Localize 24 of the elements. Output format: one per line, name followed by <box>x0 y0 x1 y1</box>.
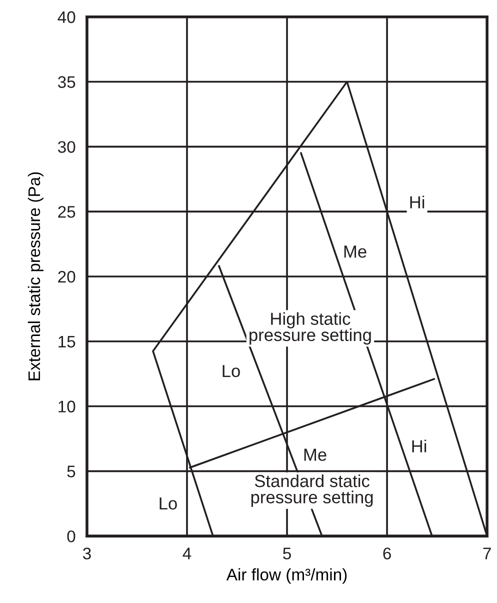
x-tick-label: 7 <box>483 548 491 560</box>
y-tick-label: 25 <box>58 206 76 218</box>
annotation: High static pressure setting <box>250 312 371 345</box>
annotation: Me <box>304 448 326 461</box>
x-tick-label: 6 <box>383 548 391 560</box>
y-tick-label: 10 <box>58 400 76 412</box>
y-axis-title: External static pressure (Pa) <box>28 172 44 380</box>
annotation: Lo <box>160 497 177 510</box>
annotation: Me <box>344 246 366 258</box>
x-tick-label: 3 <box>82 548 91 560</box>
y-tick-label: 35 <box>58 76 76 88</box>
x-tick-label: 4 <box>182 548 192 560</box>
x-axis-title: Air flow (m³/min) <box>226 568 347 584</box>
x-tick-label: 5 <box>283 548 291 560</box>
y-tick-label: 0 <box>67 530 76 542</box>
annotation: Hi <box>412 440 426 452</box>
y-tick-label: 20 <box>58 270 76 283</box>
annotation: Hi <box>410 196 424 208</box>
y-tick-label: 5 <box>67 466 76 478</box>
y-tick-label: 30 <box>58 141 76 153</box>
y-tick-label: 40 <box>58 11 76 24</box>
annotation: Standard static pressure setting <box>251 474 373 507</box>
annotation: Lo <box>222 365 240 378</box>
y-tick-label: 15 <box>58 336 76 348</box>
